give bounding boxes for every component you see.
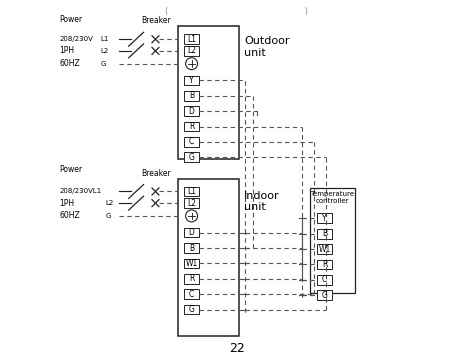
Text: R: R	[189, 122, 194, 131]
Text: G: G	[189, 153, 194, 162]
Bar	[184, 75, 199, 85]
Bar	[310, 188, 355, 293]
Text: L1: L1	[187, 35, 196, 44]
Text: L2: L2	[187, 47, 196, 55]
Text: 208/230VL1: 208/230VL1	[59, 188, 101, 195]
Bar	[184, 274, 199, 284]
Text: B: B	[189, 91, 194, 100]
Text: 60HZ: 60HZ	[59, 212, 80, 221]
Text: W1: W1	[319, 244, 331, 253]
Text: Breaker: Breaker	[142, 169, 171, 178]
Bar	[184, 122, 199, 131]
Bar	[184, 91, 199, 101]
Text: R: R	[322, 260, 327, 269]
Text: D: D	[189, 228, 194, 237]
Bar	[178, 26, 239, 159]
Text: (                                                    ): ( )	[165, 7, 309, 16]
Text: Power: Power	[59, 15, 82, 24]
Text: G: G	[106, 213, 111, 219]
Text: L2: L2	[101, 48, 109, 54]
Bar	[184, 305, 199, 314]
Bar	[184, 228, 199, 238]
Bar	[184, 198, 199, 208]
Text: C: C	[189, 138, 194, 147]
Bar	[184, 137, 199, 147]
Text: Indoor
unit: Indoor unit	[244, 191, 280, 212]
Text: L1: L1	[101, 36, 109, 42]
Text: G: G	[321, 291, 328, 300]
Bar	[317, 260, 332, 269]
Text: L2: L2	[106, 200, 114, 206]
Text: W1: W1	[185, 259, 198, 268]
Text: L1: L1	[187, 187, 196, 196]
Bar	[317, 275, 332, 285]
Bar	[184, 106, 199, 116]
Bar	[184, 243, 199, 253]
Text: Breaker: Breaker	[142, 16, 171, 25]
Bar	[184, 290, 199, 299]
Text: Y: Y	[189, 76, 194, 85]
Bar	[184, 46, 199, 56]
Text: D: D	[189, 106, 194, 116]
Text: R: R	[189, 274, 194, 283]
Text: Temperature
controller: Temperature controller	[310, 191, 355, 204]
Text: L2: L2	[187, 199, 196, 208]
Text: 60HZ: 60HZ	[59, 59, 80, 68]
Text: 1PH: 1PH	[59, 47, 74, 55]
Bar	[184, 152, 199, 162]
Bar	[184, 187, 199, 196]
Bar	[317, 213, 332, 223]
Text: Y: Y	[322, 214, 327, 223]
Text: Outdoor
unit: Outdoor unit	[244, 36, 290, 58]
Text: C: C	[322, 275, 327, 284]
Text: B: B	[322, 229, 327, 238]
Bar	[317, 244, 332, 254]
Bar	[178, 179, 239, 336]
Bar	[317, 290, 332, 300]
Bar	[184, 34, 199, 44]
Bar	[184, 258, 199, 268]
Text: G: G	[189, 305, 194, 314]
Text: C: C	[189, 290, 194, 299]
Bar	[317, 229, 332, 239]
Text: B: B	[189, 244, 194, 253]
Text: 1PH: 1PH	[59, 199, 74, 208]
Text: 208/230V: 208/230V	[59, 36, 93, 42]
Text: G: G	[101, 61, 106, 67]
Text: 22: 22	[229, 342, 245, 355]
Text: Power: Power	[59, 165, 82, 174]
